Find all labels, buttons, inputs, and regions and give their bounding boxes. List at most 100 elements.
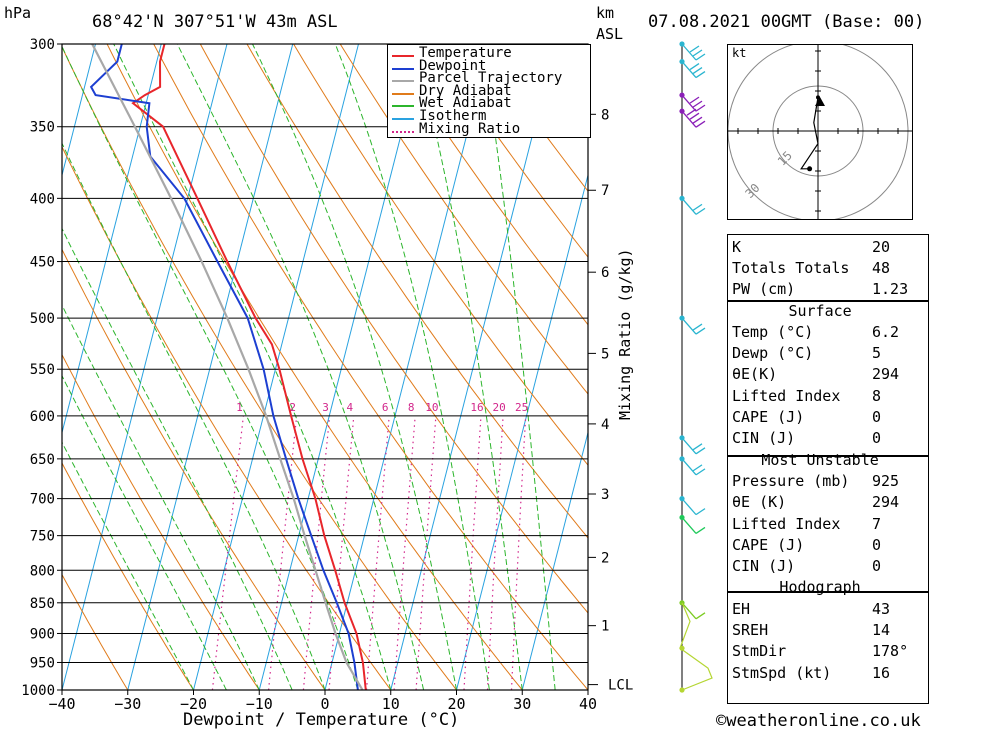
indices-values: K 20 Totals Totals 48 PW (cm) 1.23 Surface Temp… [728,236,912,683]
chart-legend: Temperature Dewpoint Parcel Trajectory Dry … [387,44,591,138]
legend-label: Temperature [419,45,512,61]
wind-barb-staff [681,602,697,620]
mixing-ratio-label: 25 [515,401,528,414]
legend-entry: Mixing Ratio [388,120,588,137]
wind-barb-flag [692,203,703,211]
index-label: CIN (J) [732,429,796,448]
legend-label: Mixing Ratio [419,120,521,137]
wind-barb-flag [689,112,700,120]
pressure-tick-label: 850 [30,596,55,612]
mixing-ratio-label: 4 [347,401,354,414]
wind-barb-flag [692,67,703,75]
indices-row: Pressure (mb) 925 [728,470,912,491]
wet-adiabat-line [176,44,425,690]
height-tick-label: 8 [601,107,609,123]
wind-barb-flag [689,96,700,104]
indices-row: θE(K) 294 [728,364,912,385]
dry-adiabat-line [386,44,588,326]
index-label: Lifted Index [732,514,841,533]
wind-barb-staff [681,61,697,79]
hodograph-point [816,95,820,100]
isotherm-line [324,44,491,690]
legend-swatch [392,130,414,133]
wet-adiabat-line [62,304,260,690]
wind-barb-staff [681,197,697,215]
indices-row: Surface [728,300,912,321]
indices-row: Lifted Index 8 [728,385,912,406]
wind-barb-staff [681,110,697,128]
index-value: 0 [872,429,882,448]
wind-barb-flag [695,612,706,620]
wet-adiabat-line [62,45,359,690]
wind-barb-flag [692,464,703,472]
mixing-ratio-label: 8 [408,401,415,414]
legend-swatch [392,80,414,83]
hodograph-ring-label: 45 [728,213,730,219]
index-value: 8 [872,386,882,405]
legend-entry: Dry Adiabat [388,82,588,99]
index-label: EH [732,599,751,618]
index-label: PW (cm) [732,280,796,299]
x-axis-label: Dewpoint / Temperature (°C) [183,710,460,730]
credit-link[interactable]: ©weatheronline.co.uk [716,711,921,731]
isotherm-line [193,44,359,690]
indices-row: SREH 14 [728,619,912,640]
wet-adiabat-line [481,44,556,690]
index-label: Totals Totals [732,258,850,277]
pressure-tick-label: 800 [30,563,55,579]
isotherm-line [62,44,162,435]
mixing-ratio-axis-label: Mixing Ratio (g/kg) [616,248,634,420]
height-tick-label: 1 [601,619,609,635]
asl-label: ASL [596,25,624,43]
wind-barb-staff [681,517,697,534]
wind-barb-staff [681,498,697,516]
dry-adiabat-line [246,44,588,539]
x-tick-label: 0 [320,695,329,713]
index-label: StmSpd (kt) [732,663,832,682]
wind-barb-flag [692,323,703,331]
index-label: K [732,237,742,256]
wind-barb-staff [681,458,697,476]
legend-swatch [392,118,414,120]
isotherm-line [0,44,30,690]
most-unstable-box [727,455,929,593]
section-title: Surface [788,301,852,320]
legend-label: Dry Adiabat [419,82,512,99]
wind-barb-flag [686,108,697,116]
isotherm-line [521,430,588,690]
mixing-ratio-line [211,415,244,690]
series-parcel-trajectory [91,44,364,690]
wind-barb-flag [692,100,703,108]
wind-barb-staff [681,94,697,112]
section-title: Most Unstable [761,450,879,469]
dry-adiabat-line [432,44,588,258]
km-label: km [596,4,615,22]
index-value: 0 [872,535,882,554]
isotherm-line [62,44,96,178]
indices-row: PW (cm) 1.23 [728,279,912,300]
pressure-tick-label: 750 [30,529,55,545]
mixing-ratio-label: 16 [470,401,483,414]
wind-barb-flag [689,63,700,71]
indices-row: θE (K) 294 [728,492,912,513]
index-label: SREH [732,620,769,639]
hodograph-plot: 153045 [682,0,954,267]
index-label: Dewp (°C) [732,344,814,363]
indices-row: CIN (J) 0 [728,555,912,576]
surface-box [727,300,929,457]
pressure-tick-label: 1000 [21,683,55,699]
isotherm-line [127,44,294,690]
datetime-label: 07.08.2021 00GMT (Base: 00) [648,12,925,32]
index-value: 294 [872,493,900,512]
x-tick-label: −10 [246,695,273,713]
indices-row: Dewp (°C) 5 [728,342,912,363]
index-value: 48 [872,258,891,277]
wind-barb-flag [689,45,700,53]
low-level-wind-trace [679,602,713,691]
indices-row: CIN (J) 0 [728,428,912,449]
mixing-ratio-label: 10 [425,401,438,414]
dry-adiabat-line [62,573,129,690]
indices-row: Most Unstable [728,449,912,470]
